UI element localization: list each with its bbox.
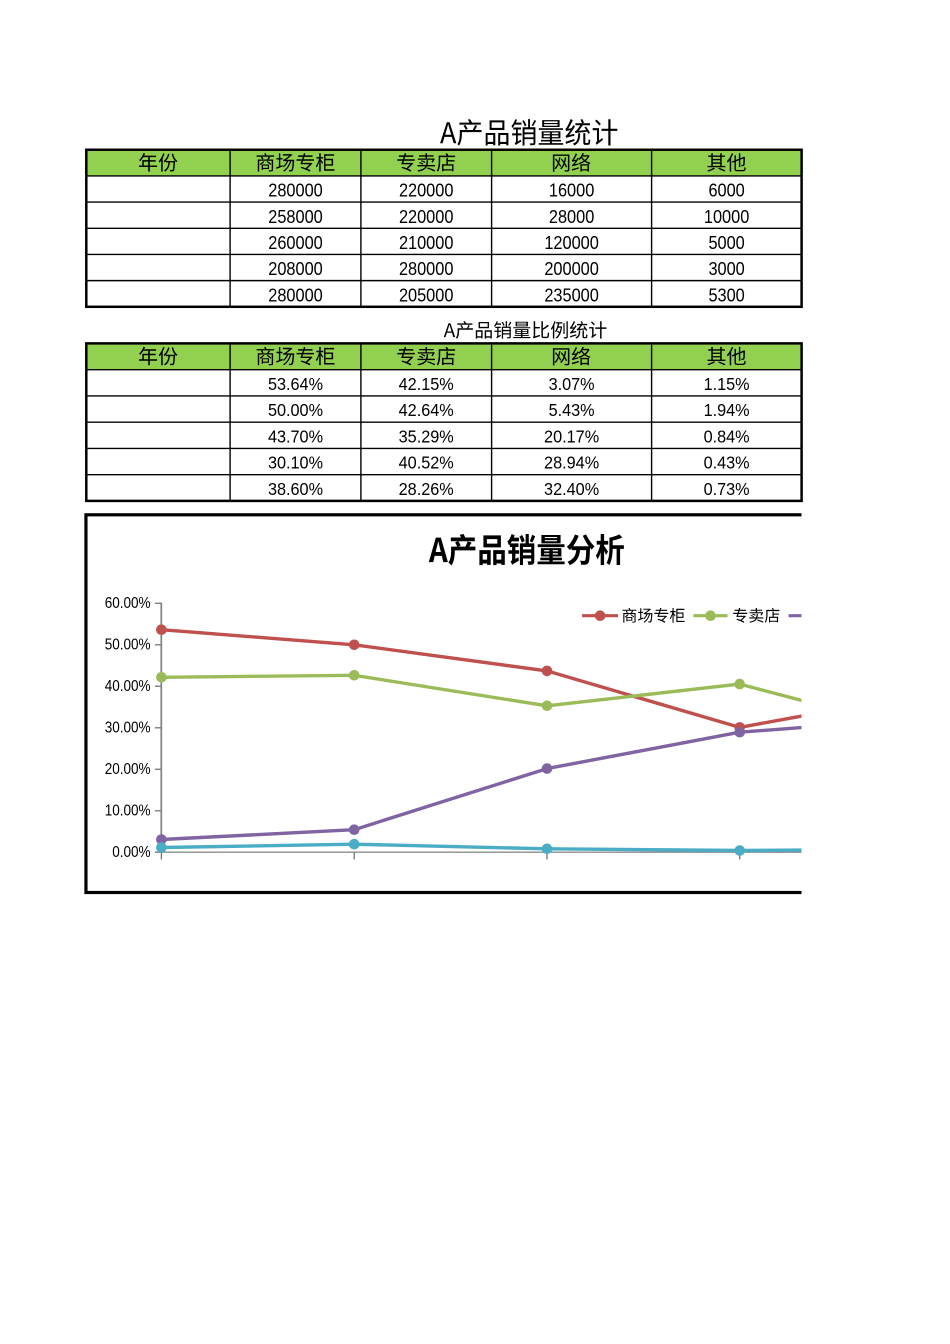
- svg-text:208000: 208000: [268, 258, 323, 279]
- svg-text:53.64%: 53.64%: [268, 374, 323, 394]
- svg-text:42.64%: 42.64%: [399, 400, 454, 420]
- svg-text:280000: 280000: [268, 180, 323, 201]
- svg-text:40.00%: 40.00%: [105, 678, 151, 695]
- svg-text:0.43%: 0.43%: [704, 453, 750, 473]
- svg-text:280000: 280000: [399, 258, 454, 279]
- svg-text:10.00%: 10.00%: [105, 802, 151, 819]
- svg-text:235000: 235000: [544, 284, 599, 305]
- svg-text:38.60%: 38.60%: [268, 479, 323, 499]
- svg-text:10000: 10000: [704, 206, 749, 227]
- svg-text:50.00%: 50.00%: [105, 636, 151, 653]
- svg-text:43.70%: 43.70%: [268, 427, 323, 447]
- svg-text:0.00%: 0.00%: [112, 844, 150, 861]
- svg-text:280000: 280000: [268, 284, 323, 305]
- svg-text:42.15%: 42.15%: [399, 374, 454, 394]
- svg-text:3.07%: 3.07%: [549, 374, 595, 394]
- svg-text:16000: 16000: [549, 180, 594, 201]
- svg-text:120000: 120000: [544, 232, 599, 253]
- svg-text:20.00%: 20.00%: [105, 761, 151, 778]
- svg-text:3000: 3000: [708, 258, 744, 279]
- svg-text:35.29%: 35.29%: [399, 427, 454, 447]
- svg-text:220000: 220000: [399, 206, 454, 227]
- svg-text:6000: 6000: [708, 180, 744, 201]
- svg-text:50.00%: 50.00%: [268, 400, 323, 420]
- svg-text:0.73%: 0.73%: [704, 479, 750, 499]
- svg-text:220000: 220000: [399, 180, 454, 201]
- svg-text:28000: 28000: [549, 206, 594, 227]
- svg-text:1.15%: 1.15%: [704, 374, 750, 394]
- svg-text:28.94%: 28.94%: [544, 453, 599, 473]
- svg-text:32.40%: 32.40%: [544, 479, 599, 499]
- svg-text:0.84%: 0.84%: [704, 427, 750, 447]
- svg-text:210000: 210000: [399, 232, 454, 253]
- svg-text:20.17%: 20.17%: [544, 427, 599, 447]
- svg-text:60.00%: 60.00%: [105, 595, 151, 612]
- svg-text:5000: 5000: [708, 232, 744, 253]
- svg-text:5300: 5300: [708, 284, 744, 305]
- svg-text:28.26%: 28.26%: [399, 479, 454, 499]
- svg-text:30.10%: 30.10%: [268, 453, 323, 473]
- svg-text:258000: 258000: [268, 206, 323, 227]
- svg-text:205000: 205000: [399, 284, 454, 305]
- svg-text:200000: 200000: [544, 258, 599, 279]
- svg-text:260000: 260000: [268, 232, 323, 253]
- svg-text:30.00%: 30.00%: [105, 719, 151, 736]
- svg-text:1.94%: 1.94%: [704, 400, 750, 420]
- svg-text:5.43%: 5.43%: [549, 400, 595, 420]
- svg-text:40.52%: 40.52%: [399, 453, 454, 473]
